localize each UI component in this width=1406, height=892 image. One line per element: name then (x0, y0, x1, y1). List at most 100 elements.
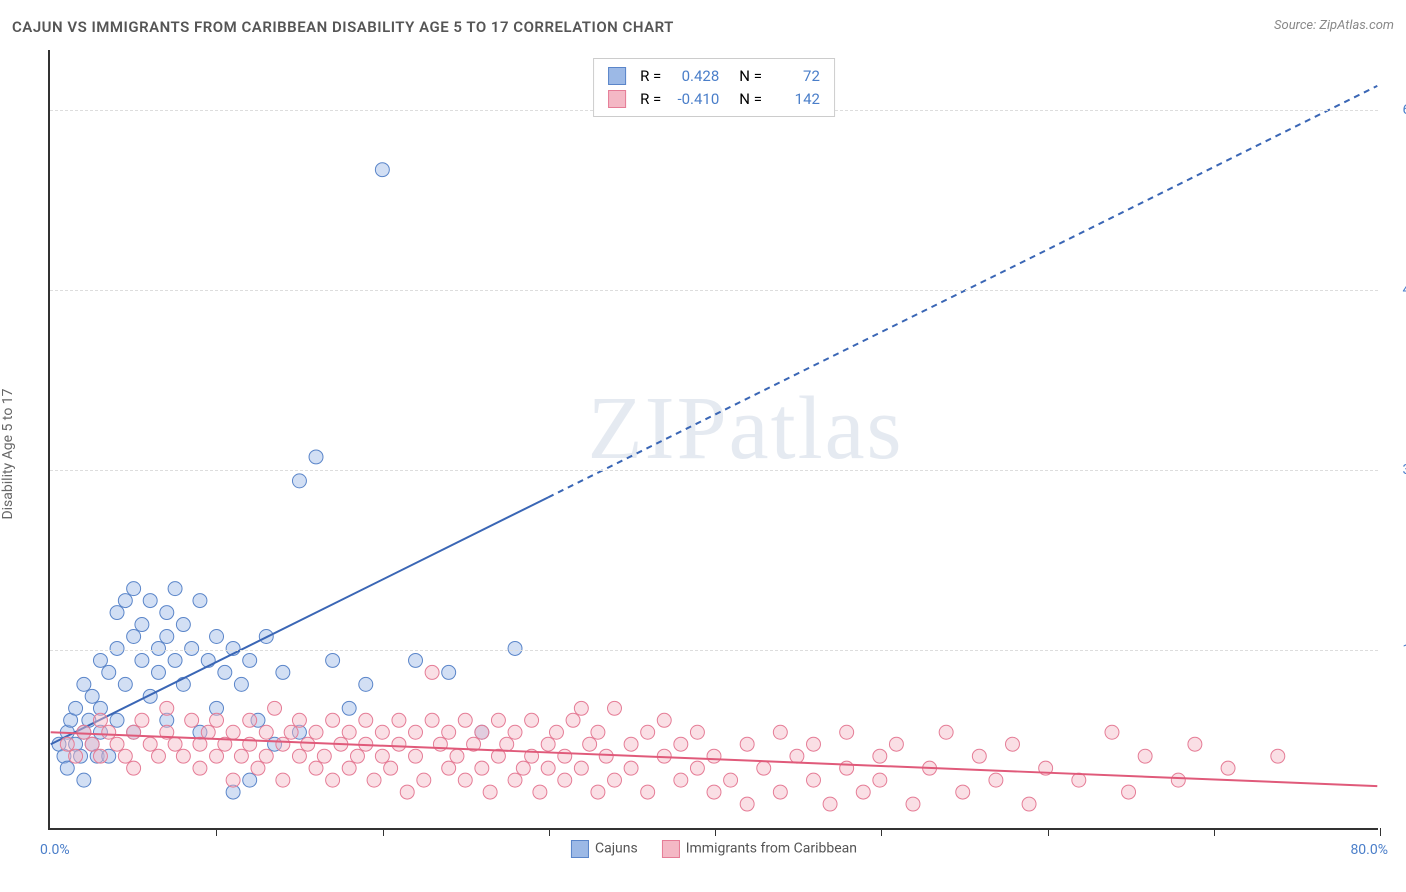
scatter-point (641, 725, 655, 739)
scatter-point (425, 665, 439, 679)
scatter-point (168, 653, 182, 667)
scatter-point (160, 606, 174, 620)
scatter-point (193, 761, 207, 775)
scatter-point (690, 761, 704, 775)
scatter-point (168, 582, 182, 596)
scatter-point (276, 737, 290, 751)
scatter-point (102, 665, 116, 679)
y-axis-label: Disability Age 5 to 17 (0, 388, 16, 519)
y-tick-label: 45.0% (1385, 282, 1406, 298)
scatter-point (135, 618, 149, 632)
scatter-point (326, 713, 340, 727)
scatter-point (773, 725, 787, 739)
legend-bottom: CajunsImmigrants from Caribbean (571, 840, 857, 858)
x-tick (216, 828, 217, 836)
chart-title: CAJUN VS IMMIGRANTS FROM CARIBBEAN DISAB… (12, 18, 674, 36)
scatter-point (210, 630, 224, 644)
scatter-point (1271, 749, 1285, 763)
scatter-point (326, 773, 340, 787)
scatter-point (541, 761, 555, 775)
scatter-point (707, 749, 721, 763)
scatter-point (450, 749, 464, 763)
scatter-point (574, 761, 588, 775)
scatter-point (292, 474, 306, 488)
scatter-point (375, 725, 389, 739)
scatter-point (218, 665, 232, 679)
x-tick (1214, 828, 1215, 836)
scatter-point (251, 761, 265, 775)
scatter-point (508, 725, 522, 739)
scatter-point (110, 713, 124, 727)
scatter-point (384, 761, 398, 775)
scatter-point (1138, 749, 1152, 763)
stats-swatch-2 (608, 90, 626, 108)
scatter-point (475, 725, 489, 739)
scatter-point (201, 725, 215, 739)
scatter-point (276, 773, 290, 787)
scatter-point (102, 725, 116, 739)
scatter-point (558, 773, 572, 787)
scatter-point (591, 725, 605, 739)
scatter-point (525, 713, 539, 727)
scatter-point (234, 677, 248, 691)
scatter-point (118, 677, 132, 691)
x-tick (549, 828, 550, 836)
scatter-point (152, 641, 166, 655)
scatter-point (143, 594, 157, 608)
scatter-point (110, 606, 124, 620)
x-axis-label-min: 0.0% (40, 842, 70, 858)
scatter-point (1171, 773, 1185, 787)
scatter-point (566, 713, 580, 727)
scatter-point (790, 749, 804, 763)
scatter-point (807, 737, 821, 751)
scatter-point (85, 689, 99, 703)
scatter-point (110, 737, 124, 751)
x-tick (383, 828, 384, 836)
scatter-point (823, 797, 837, 811)
scatter-point (1006, 737, 1020, 751)
scatter-point (243, 773, 257, 787)
scatter-point (168, 737, 182, 751)
legend-item: Immigrants from Caribbean (662, 840, 857, 858)
scatter-point (118, 749, 132, 763)
scatter-point (359, 713, 373, 727)
scatter-point (500, 737, 514, 751)
scatter-point (77, 677, 91, 691)
legend-label: Immigrants from Caribbean (686, 841, 857, 857)
legend-swatch (662, 840, 680, 858)
scatter-point (93, 653, 107, 667)
legend-swatch (571, 840, 589, 858)
scatter-point (417, 773, 431, 787)
scatter-point (160, 701, 174, 715)
scatter-point (210, 713, 224, 727)
scatter-point (707, 785, 721, 799)
scatter-point (757, 761, 771, 775)
scatter-point (259, 725, 273, 739)
scatter-point (193, 594, 207, 608)
regression-line-solid (51, 497, 548, 744)
stats-box: R = 0.428 N = 72 R = -0.410 N = 142 (593, 58, 835, 117)
scatter-point (541, 737, 555, 751)
scatter-point (359, 677, 373, 691)
stats-n-val-2: 142 (770, 88, 820, 111)
scatter-point (367, 773, 381, 787)
scatter-point (873, 773, 887, 787)
scatter-point (400, 785, 414, 799)
x-tick (1048, 828, 1049, 836)
gridline (50, 650, 1378, 651)
scatter-point (458, 713, 472, 727)
scatter-point (740, 797, 754, 811)
scatter-point (301, 737, 315, 751)
scatter-point (69, 749, 83, 763)
scatter-point (889, 737, 903, 751)
x-tick (715, 828, 716, 836)
scatter-point (807, 773, 821, 787)
scatter-point (375, 163, 389, 177)
gridline (50, 290, 1378, 291)
scatter-point (309, 761, 323, 775)
scatter-point (60, 737, 74, 751)
stats-row-2: R = -0.410 N = 142 (608, 88, 820, 111)
scatter-point (342, 725, 356, 739)
scatter-point (127, 630, 141, 644)
scatter-point (185, 713, 199, 727)
